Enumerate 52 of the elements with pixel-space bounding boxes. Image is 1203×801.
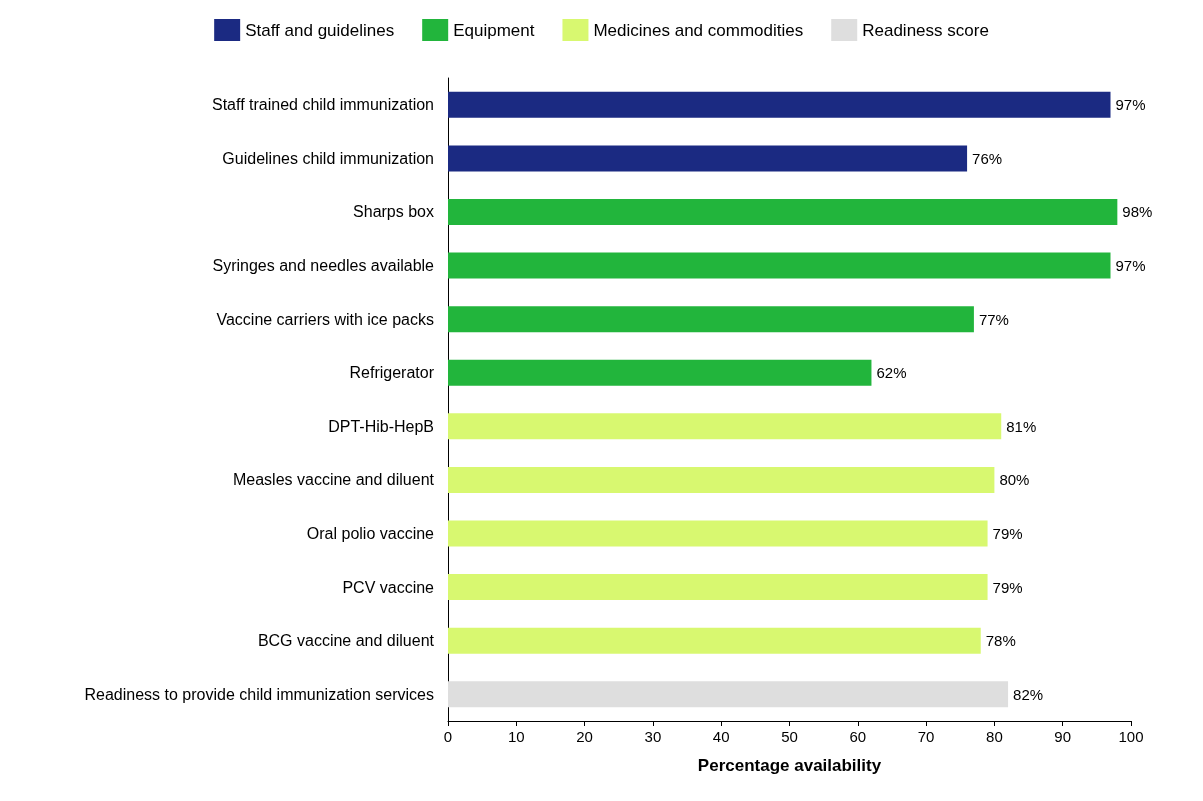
y-tick-label: Sharps box xyxy=(353,203,434,221)
y-tick-label: Measles vaccine and diluent xyxy=(232,471,435,489)
x-tick-label: 0 xyxy=(443,728,453,745)
x-tick-label: 90 xyxy=(1054,728,1072,745)
bar xyxy=(448,91,1111,118)
data-label: 97% xyxy=(1115,257,1146,275)
data-label: 76% xyxy=(972,149,1003,167)
bar xyxy=(448,466,995,493)
bar xyxy=(448,306,974,333)
bar xyxy=(448,145,968,172)
x-tick-label: 60 xyxy=(849,728,867,745)
y-tick-label: Vaccine carriers with ice packs xyxy=(216,310,434,328)
bar xyxy=(448,681,1009,708)
y-tick-label: BCG vaccine and diluent xyxy=(257,632,435,650)
legend-label: Staff and guidelines xyxy=(245,20,395,40)
x-tick-label: 70 xyxy=(917,728,935,745)
y-tick-label: Staff trained child immunization xyxy=(211,96,434,114)
y-tick-label: DPT-Hib-HepB xyxy=(328,417,434,435)
bar xyxy=(448,252,1111,279)
y-tick-label: Syringes and needles available xyxy=(212,257,435,275)
x-tick-label: 10 xyxy=(507,728,525,745)
bar xyxy=(448,520,988,547)
legend-label: Medicines and commodities xyxy=(593,20,804,40)
x-tick-label: 30 xyxy=(644,728,662,745)
data-label: 62% xyxy=(876,364,907,382)
legend-label: Equipment xyxy=(453,20,535,40)
bar xyxy=(448,359,872,386)
x-tick-label: 20 xyxy=(576,728,593,745)
data-label: 79% xyxy=(992,524,1023,542)
y-tick-label: Guidelines child immunization xyxy=(222,149,434,167)
x-tick-label: 100 xyxy=(1118,728,1144,745)
data-label: 82% xyxy=(1013,685,1044,703)
data-label: 78% xyxy=(985,632,1016,650)
bar xyxy=(448,413,1002,440)
data-label: 77% xyxy=(978,310,1009,328)
x-tick-label: 50 xyxy=(781,728,798,745)
data-label: 80% xyxy=(999,471,1030,489)
data-label: 79% xyxy=(992,578,1023,596)
y-tick-label: Oral polio vaccine xyxy=(306,524,435,542)
legend-label: Readiness score xyxy=(862,20,989,40)
y-tick-label: Readiness to provide child immunization services xyxy=(84,685,434,703)
y-tick-label: PCV vaccine xyxy=(342,578,435,596)
y-tick-label: Refrigerator xyxy=(349,364,435,382)
bar xyxy=(448,627,981,654)
bar xyxy=(448,198,1118,225)
x-axis-title: Percentage availability xyxy=(697,756,882,775)
data-label: 98% xyxy=(1122,203,1153,221)
x-tick-label: 40 xyxy=(712,728,730,745)
bar xyxy=(448,574,988,601)
x-tick-label: 80 xyxy=(986,728,1003,745)
data-label: 81% xyxy=(1006,417,1037,435)
data-label: 97% xyxy=(1115,96,1146,114)
